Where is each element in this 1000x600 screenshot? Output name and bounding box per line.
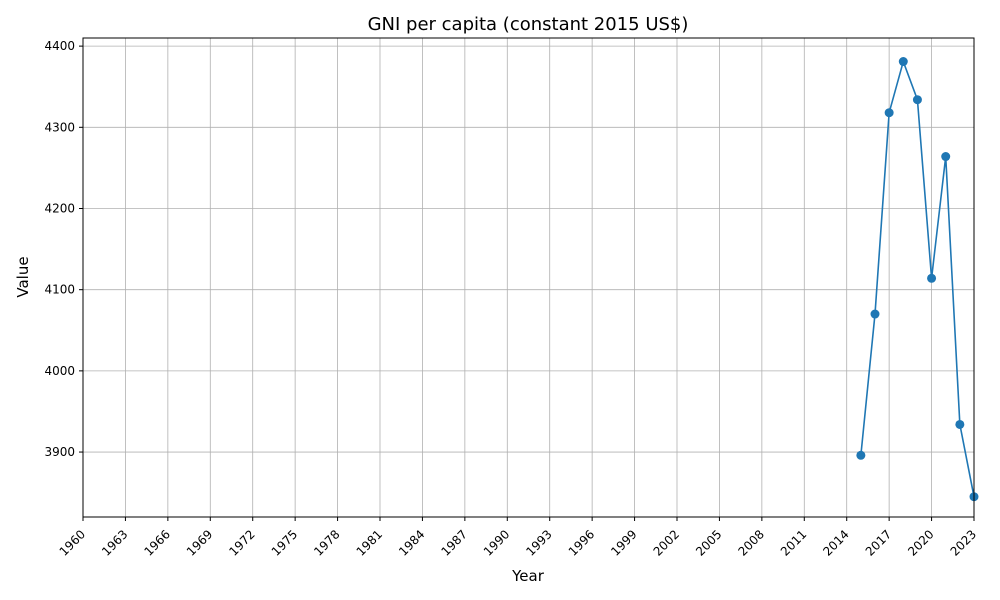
y-tick-label: 4100 <box>44 283 75 297</box>
x-tick-label: 1966 <box>141 527 172 558</box>
x-tick-label: 2023 <box>948 527 979 558</box>
series-line <box>860 58 975 497</box>
data-point <box>955 419 965 429</box>
y-tick-label: 4300 <box>44 120 75 134</box>
x-tick-label: 1963 <box>99 527 130 558</box>
x-tick-label: 1975 <box>269 527 300 558</box>
x-tick-label: 1972 <box>226 527 257 558</box>
plot-frame <box>82 37 975 518</box>
data-point <box>856 450 866 460</box>
y-tick-label: 3900 <box>44 445 75 459</box>
x-tick-label: 1990 <box>481 527 512 558</box>
data-point <box>941 152 951 162</box>
y-axis-ticks: 3900 4000 4100 4200 4300 4400 <box>44 39 83 459</box>
x-tick-label: 2005 <box>693 527 724 558</box>
x-tick-label: 1993 <box>523 527 554 558</box>
chart-title: GNI per capita (constant 2015 US$) <box>368 14 689 35</box>
x-tick-label: 1999 <box>608 527 639 558</box>
x-tick-label: 2017 <box>863 527 894 558</box>
y-tick-label: 4400 <box>44 39 75 53</box>
data-point <box>898 57 908 67</box>
x-tick-label: 1984 <box>396 527 427 558</box>
x-tick-label: 2014 <box>820 527 851 558</box>
x-tick-label: 1969 <box>184 527 215 558</box>
x-axis-label: Year <box>511 567 545 585</box>
series-layer <box>856 57 979 502</box>
y-axis-label: Value <box>14 256 32 297</box>
x-tick-label: 1960 <box>57 527 88 558</box>
x-tick-label: 1987 <box>438 527 469 558</box>
data-point <box>927 273 937 283</box>
data-point <box>912 95 922 105</box>
y-tick-label: 4200 <box>44 201 75 215</box>
x-tick-label: 2020 <box>905 527 936 558</box>
x-tick-label: 1978 <box>311 527 342 558</box>
x-tick-label: 1996 <box>566 527 597 558</box>
x-tick-label: 1981 <box>354 527 385 558</box>
data-point <box>870 309 880 319</box>
x-tick-label: 2011 <box>778 527 809 558</box>
x-tick-label: 2002 <box>651 527 682 558</box>
grid-layer <box>82 38 975 517</box>
x-tick-label: 2008 <box>735 527 766 558</box>
x-axis-ticks: 1960 1963 1966 1969 1972 1975 1978 1981 1984 1987… <box>57 517 979 559</box>
data-point <box>884 108 894 118</box>
y-tick-label: 4000 <box>44 364 75 378</box>
